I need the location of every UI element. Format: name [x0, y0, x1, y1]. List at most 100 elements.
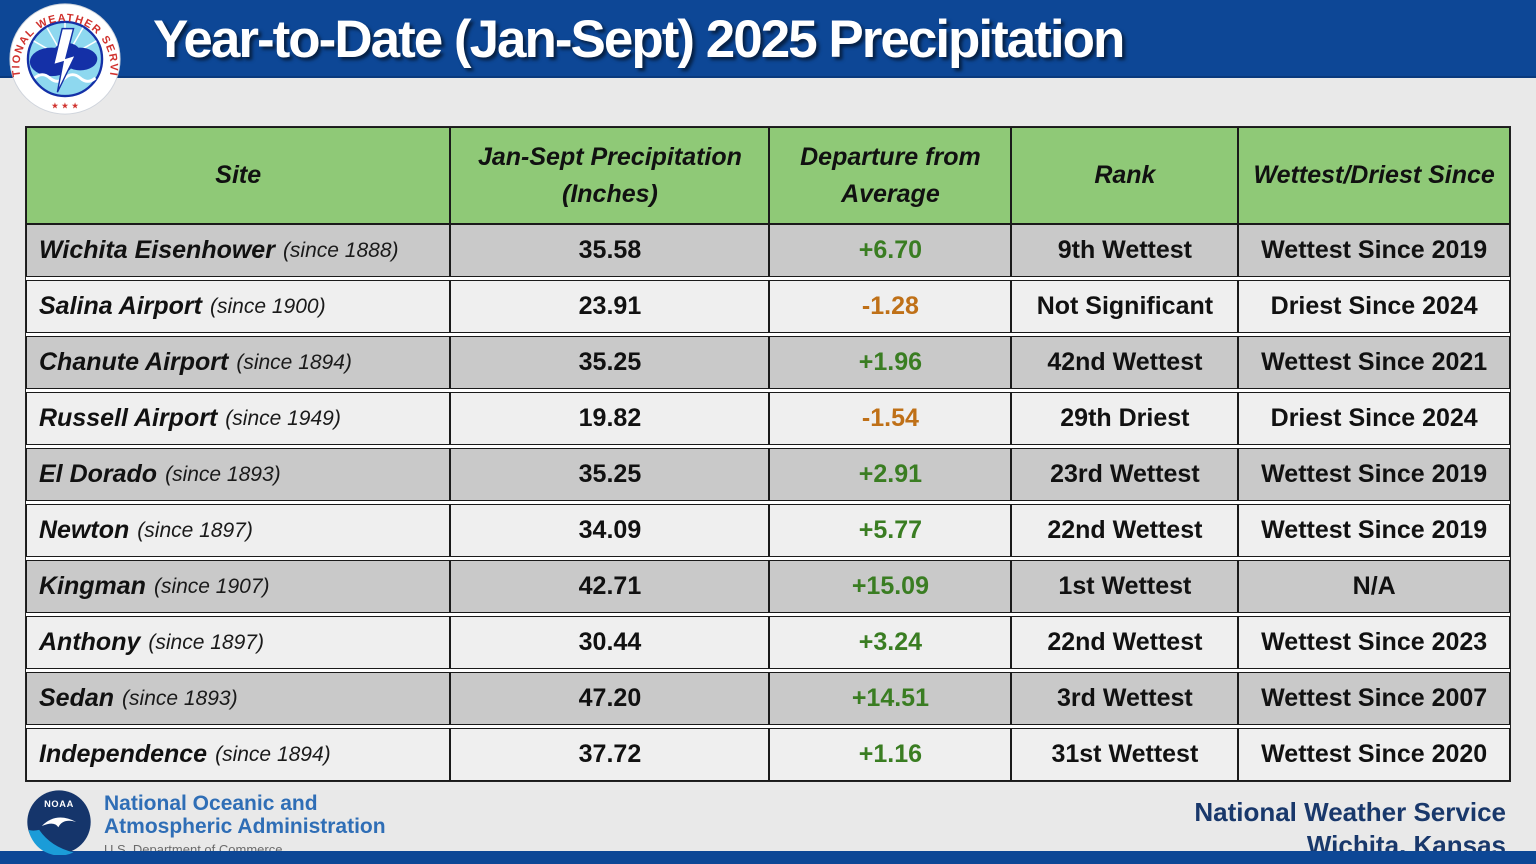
- table-header-row: Site Jan-Sept Precipitation (Inches) Dep…: [26, 127, 1510, 224]
- table-row: Sedan (since 1893) 47.20 +14.51 3rd Wett…: [26, 672, 1510, 725]
- departure-value: +2.91: [769, 448, 1012, 501]
- wettest-driest-value: Wettest Since 2020: [1238, 728, 1510, 781]
- site-cell: Chanute Airport (since 1894): [26, 336, 451, 389]
- departure-value: +6.70: [769, 224, 1012, 277]
- footer: [0, 789, 1536, 852]
- wettest-driest-value: Wettest Since 2023: [1238, 616, 1510, 669]
- site-cell: Independence (since 1894): [26, 728, 451, 781]
- table-row: Anthony (since 1897) 30.44 +3.24 22nd We…: [26, 616, 1510, 669]
- rank-value: 29th Driest: [1011, 392, 1239, 445]
- departure-value: +14.51: [769, 672, 1012, 725]
- wettest-driest-value: Wettest Since 2019: [1238, 504, 1510, 557]
- site-cell: El Dorado (since 1893): [26, 448, 451, 501]
- departure-value: +15.09: [769, 560, 1012, 613]
- precip-value: 30.44: [450, 616, 770, 669]
- site-name: Independence: [39, 740, 208, 768]
- site-name: Chanute Airport: [39, 348, 229, 376]
- wettest-driest-value: Wettest Since 2007: [1238, 672, 1510, 725]
- wettest-driest-value: N/A: [1238, 560, 1510, 613]
- noaa-logo-icon: NOAA: [27, 790, 91, 855]
- precipitation-table: Site Jan-Sept Precipitation (Inches) Dep…: [26, 127, 1510, 781]
- precip-value: 35.58: [450, 224, 770, 277]
- rank-value: 23rd Wettest: [1011, 448, 1239, 501]
- site-since: (since 1894): [236, 350, 352, 374]
- site-since: (since 1893): [122, 686, 238, 710]
- table-body: Wichita Eisenhower (since 1888) 35.58 +6…: [26, 224, 1510, 781]
- site-since: (since 1897): [137, 518, 253, 542]
- precip-value: 42.71: [450, 560, 770, 613]
- site-cell: Wichita Eisenhower (since 1888): [26, 224, 451, 277]
- site-since: (since 1888): [282, 238, 399, 262]
- site-since: (since 1907): [153, 574, 270, 598]
- site-since: (since 1900): [210, 294, 326, 318]
- precip-value: 47.20: [450, 672, 770, 725]
- noaa-name-line1: National Oceanic and: [104, 792, 318, 815]
- site-cell: Anthony (since 1897): [26, 616, 451, 669]
- nws-logo-icon: NATIONAL WEATHER SERVICE ★ ★ ★: [8, 2, 121, 115]
- noaa-name-line2: Atmospheric Administration: [104, 814, 386, 838]
- rank-value: 9th Wettest: [1011, 224, 1239, 277]
- site-cell: Sedan (since 1893): [26, 672, 451, 725]
- departure-value: +3.24: [769, 616, 1012, 669]
- title-banner: [0, 0, 1536, 78]
- precip-value: 19.82: [450, 392, 770, 445]
- rank-value: Not Significant: [1011, 280, 1239, 333]
- office-line1: National Weather Service: [1194, 797, 1506, 827]
- precip-value: 34.09: [450, 504, 770, 557]
- bottom-accent-bar: [0, 851, 1536, 864]
- site-name: Kingman: [39, 572, 146, 600]
- table-row: Russell Airport (since 1949) 19.82 -1.54…: [26, 392, 1510, 445]
- table-row: El Dorado (since 1893) 35.25 +2.91 23rd …: [26, 448, 1510, 501]
- site-since: (since 1893): [165, 462, 281, 486]
- wettest-driest-value: Driest Since 2024: [1238, 392, 1510, 445]
- nws-logo-stars: ★ ★ ★: [51, 100, 79, 110]
- table-row: Independence (since 1894) 37.72 +1.16 31…: [26, 728, 1510, 781]
- site-name: El Dorado: [39, 460, 158, 488]
- precip-value: 35.25: [450, 448, 770, 501]
- nws-office-attribution: National Weather Service Wichita, Kansas: [1194, 796, 1506, 861]
- table-row: Wichita Eisenhower (since 1888) 35.58 +6…: [26, 224, 1510, 277]
- wettest-driest-value: Wettest Since 2021: [1238, 336, 1510, 389]
- departure-value: +1.96: [769, 336, 1012, 389]
- departure-value: +1.16: [769, 728, 1012, 781]
- col-header-departure: Departure from Average: [769, 127, 1012, 224]
- table-row: Kingman (since 1907) 42.71 +15.09 1st We…: [26, 560, 1510, 613]
- table-row: Salina Airport (since 1900) 23.91 -1.28 …: [26, 280, 1510, 333]
- rank-value: 3rd Wettest: [1011, 672, 1239, 725]
- page-title: Year-to-Date (Jan-Sept) 2025 Precipitati…: [153, 10, 1125, 69]
- site-cell: Salina Airport (since 1900): [26, 280, 451, 333]
- col-header-precip: Jan-Sept Precipitation (Inches): [450, 127, 770, 224]
- noaa-attribution: National Oceanic and Atmospheric Adminis…: [104, 792, 386, 857]
- col-header-wettest: Wettest/Driest Since: [1238, 127, 1510, 224]
- departure-value: -1.28: [769, 280, 1012, 333]
- table-row: Chanute Airport (since 1894) 35.25 +1.96…: [26, 336, 1510, 389]
- departure-value: -1.54: [769, 392, 1012, 445]
- wettest-driest-value: Wettest Since 2019: [1238, 448, 1510, 501]
- site-name: Anthony: [39, 628, 141, 656]
- site-since: (since 1949): [225, 406, 341, 430]
- site-since: (since 1894): [215, 742, 331, 766]
- site-name: Wichita Eisenhower: [39, 236, 275, 264]
- site-name: Salina Airport: [39, 292, 202, 320]
- table-row: Newton (since 1897) 34.09 +5.77 22nd Wet…: [26, 504, 1510, 557]
- col-header-rank: Rank: [1011, 127, 1239, 224]
- rank-value: 22nd Wettest: [1011, 616, 1239, 669]
- rank-value: 22nd Wettest: [1011, 504, 1239, 557]
- col-header-site: Site: [26, 127, 451, 224]
- precip-value: 35.25: [450, 336, 770, 389]
- rank-value: 31st Wettest: [1011, 728, 1239, 781]
- site-name: Newton: [39, 516, 130, 544]
- rank-value: 1st Wettest: [1011, 560, 1239, 613]
- site-name: Russell Airport: [39, 404, 218, 432]
- site-cell: Newton (since 1897): [26, 504, 451, 557]
- precip-value: 37.72: [450, 728, 770, 781]
- noaa-logo-text: NOAA: [44, 799, 74, 809]
- site-cell: Russell Airport (since 1949): [26, 392, 451, 445]
- rank-value: 42nd Wettest: [1011, 336, 1239, 389]
- wettest-driest-value: Driest Since 2024: [1238, 280, 1510, 333]
- precip-value: 23.91: [450, 280, 770, 333]
- site-cell: Kingman (since 1907): [26, 560, 451, 613]
- site-since: (since 1897): [148, 630, 264, 654]
- site-name: Sedan: [39, 684, 115, 712]
